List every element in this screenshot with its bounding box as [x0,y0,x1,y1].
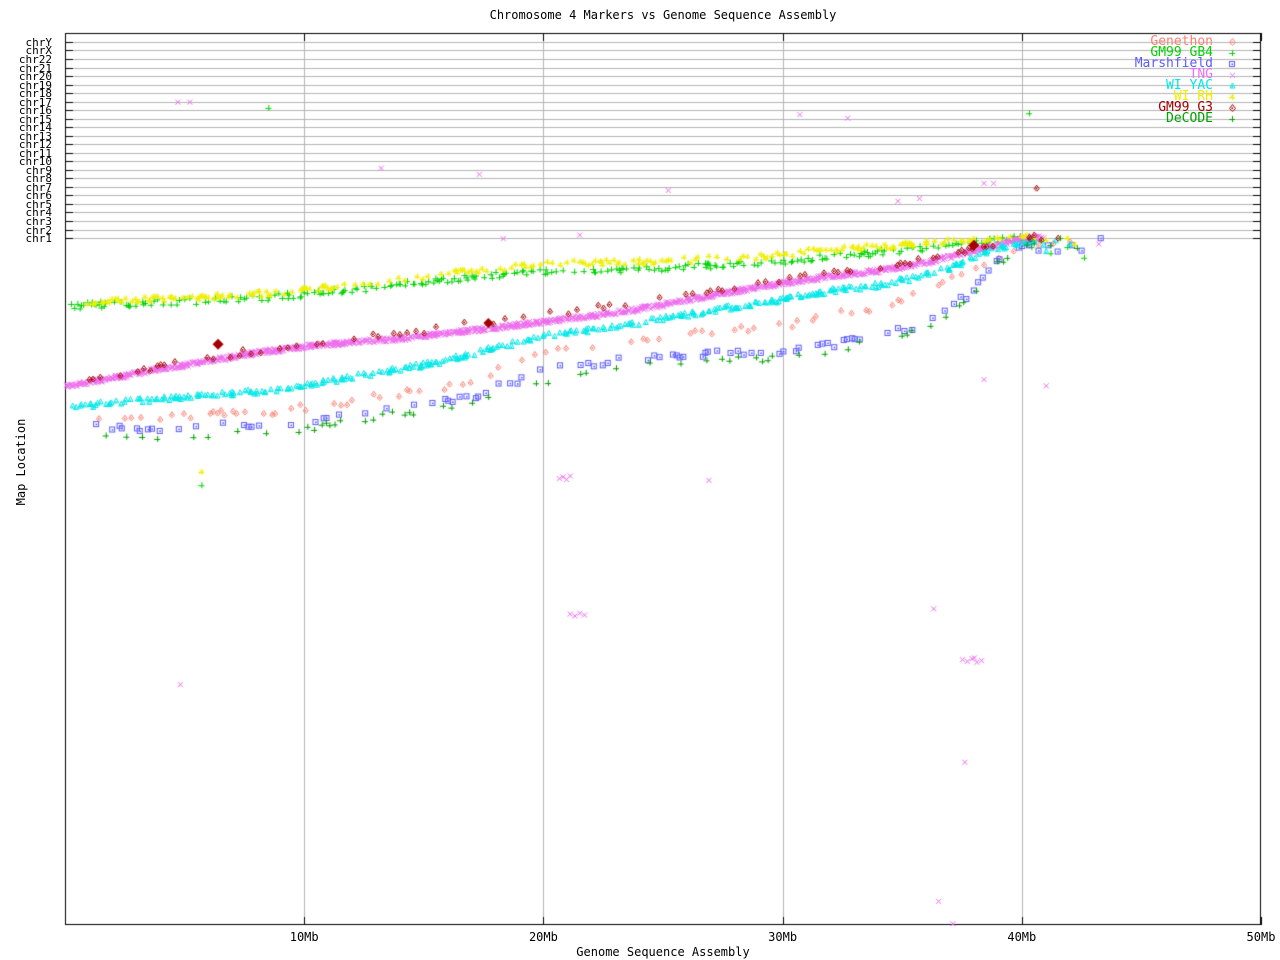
y-tick-label-chr20: chr20 [18,70,52,84]
legend-item-gm99-gb4: GM99 GB4 [1150,45,1213,60]
y-tick-label-chrX: chrX [25,44,53,58]
x-tick-label-20Mb: 20Mb [528,930,558,944]
legend-item-tng: TNG [1189,67,1213,82]
y-tick-label-chr8: chr8 [25,172,53,186]
x-tick-label-50Mb: 50Mb [1246,930,1276,944]
legend-item-gm99-g3: GM99 G3 [1158,100,1213,115]
y-tick-label-chr19: chr19 [18,78,52,92]
y-tick-label-chr17: chr17 [18,95,52,109]
legend-item-decode: DeCODE [1166,111,1213,126]
legend-item-marshfield: Marshfield [1134,56,1213,71]
y-tick-label-chr11: chr11 [18,146,52,160]
y-tick-label-chr14: chr14 [18,121,52,135]
y-tick-label-chr2: chr2 [25,223,53,237]
x-tick-label-30Mb: 30Mb [768,930,798,944]
chart-title: Chromosome 4 Markers vs Genome Sequence … [489,8,837,22]
y-tick-label-chr12: chr12 [18,138,52,152]
y-tick-label-chr6: chr6 [25,189,53,203]
legend-item-genethon: Genethon [1150,34,1213,49]
y-tick-label-chr13: chr13 [18,129,52,143]
y-tick-label-chr9: chr9 [25,163,53,177]
y-tick-label-chr4: chr4 [25,206,53,220]
y-tick-label-chr15: chr15 [18,112,52,126]
x-axis-label: Genome Sequence Assembly [576,945,750,959]
y-axis-label: Map Location [14,418,28,506]
y-tick-label-chr18: chr18 [18,87,52,101]
y-tick-label-chr7: chr7 [25,180,53,194]
y-tick-label-chr5: chr5 [25,197,53,211]
y-tick-label-chr16: chr16 [18,104,52,118]
legend-item-wi-yac: WI YAC [1166,78,1213,93]
x-tick-label-10Mb: 10Mb [289,930,319,944]
y-tick-label-chr22: chr22 [18,53,52,67]
y-tick-label-chr1: chr1 [25,231,53,245]
y-tick-label-chr3: chr3 [25,214,53,228]
y-tick-label-chr21: chr21 [18,61,52,75]
legend-item-wi-rh: WI RH [1173,89,1213,104]
y-tick-label-chrY: chrY [25,36,53,49]
x-tick-label-40Mb: 40Mb [1007,930,1037,944]
y-tick-label-chr10: chr10 [18,155,52,169]
